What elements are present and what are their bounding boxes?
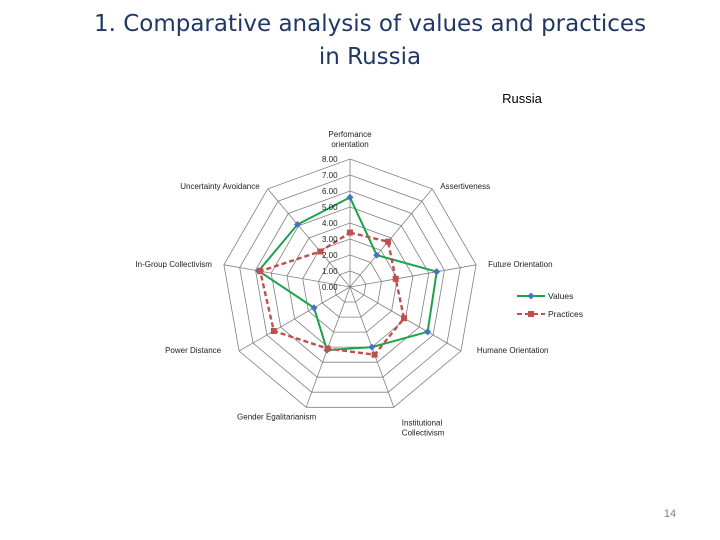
tick-label: 8.00 xyxy=(322,155,338,164)
practices-point xyxy=(270,328,277,334)
axis-label-line: Uncertainty Avoidance xyxy=(180,182,260,191)
legend-label: Values xyxy=(548,291,573,301)
practices-point xyxy=(385,238,392,245)
series-line-values xyxy=(257,196,438,352)
tick-labels: 0.00 1.00 2.00 3.00 4.00 5.00 6.00 7.00 8.00 xyxy=(322,155,338,292)
values-point xyxy=(424,328,432,336)
values-point xyxy=(293,220,302,229)
radar-series xyxy=(255,193,441,358)
axis-label: Power Distance xyxy=(165,346,222,355)
axis-label: Uncertainty Avoidance xyxy=(180,182,260,191)
values-point xyxy=(368,343,376,351)
grid-ring xyxy=(286,222,414,348)
tick-label: 7.00 xyxy=(322,171,338,180)
chart-legend: Values Practices xyxy=(517,291,583,319)
grid-ring xyxy=(333,270,367,303)
grid-ring xyxy=(239,174,461,393)
values-point xyxy=(373,251,381,259)
practices-point xyxy=(324,345,331,352)
axis-label-line: orientation xyxy=(331,140,368,149)
slide-title: 1. Comparative analysis of values and pr… xyxy=(60,8,680,74)
axis-label: Future Orientation xyxy=(488,260,552,269)
axis-label-line: Assertiveness xyxy=(440,182,490,191)
axis-label: Humane Orientation xyxy=(477,346,549,355)
tick-label: 6.00 xyxy=(322,187,338,196)
spoke-line xyxy=(349,264,477,288)
spoke-line xyxy=(223,264,351,288)
legend-swatch-marker xyxy=(528,311,534,317)
axis-labels: Perfomance orientation Assertiveness Future… xyxy=(135,130,552,437)
axis-label-line: Institutional xyxy=(402,418,443,427)
practices-point xyxy=(257,268,264,275)
grid-ring xyxy=(270,206,430,363)
grid-ring xyxy=(223,158,477,408)
grid-ring xyxy=(302,238,398,333)
axis-label-line: Humane Orientation xyxy=(477,346,549,355)
tick-label: 2.00 xyxy=(322,251,338,260)
tick-label: 5.00 xyxy=(322,203,338,212)
radar-grid xyxy=(223,158,477,408)
practices-point xyxy=(401,315,407,322)
practices-point xyxy=(392,275,399,282)
spoke-line xyxy=(238,286,351,352)
axis-label: Perfomance orientation xyxy=(328,130,372,149)
axis-label: Gender Egalitarianism xyxy=(237,412,316,421)
spoke-line xyxy=(349,188,433,288)
values-point xyxy=(310,304,318,312)
practices-point xyxy=(347,229,353,236)
slide-title-line-1: 1. Comparative analysis of values and pr… xyxy=(93,11,647,37)
spoke-line xyxy=(267,188,351,288)
axis-label: Assertiveness xyxy=(440,182,490,191)
axis-label-line: Power Distance xyxy=(165,346,222,355)
grid-ring xyxy=(318,254,382,318)
legend-label: Practices xyxy=(548,309,583,319)
values-point xyxy=(433,268,441,276)
axis-label: In-Group Collectivism xyxy=(135,260,212,269)
axis-label-line: In-Group Collectivism xyxy=(135,260,212,269)
slide-title-line-2: in Russia xyxy=(318,44,422,70)
series-line-practices xyxy=(258,231,406,356)
tick-label: 0.00 xyxy=(322,283,338,292)
axis-label-line: Future Orientation xyxy=(488,260,552,269)
axis-label-line: Gender Egalitarianism xyxy=(237,412,316,421)
chart-title: Russia xyxy=(502,91,543,106)
practices-point xyxy=(371,351,378,358)
axis-label-line: Collectivism xyxy=(402,428,445,437)
axis-label: Institutional Collectivism xyxy=(402,418,445,437)
axis-label-line: Perfomance xyxy=(328,130,372,139)
values-point xyxy=(346,193,354,201)
grid-ring xyxy=(255,190,445,378)
page-number: 14 xyxy=(663,508,677,520)
legend-swatch-marker xyxy=(527,292,535,300)
tick-label: 3.00 xyxy=(322,235,338,244)
practices-point xyxy=(317,248,324,255)
tick-label: 1.00 xyxy=(322,267,338,276)
tick-label: 4.00 xyxy=(322,219,338,228)
